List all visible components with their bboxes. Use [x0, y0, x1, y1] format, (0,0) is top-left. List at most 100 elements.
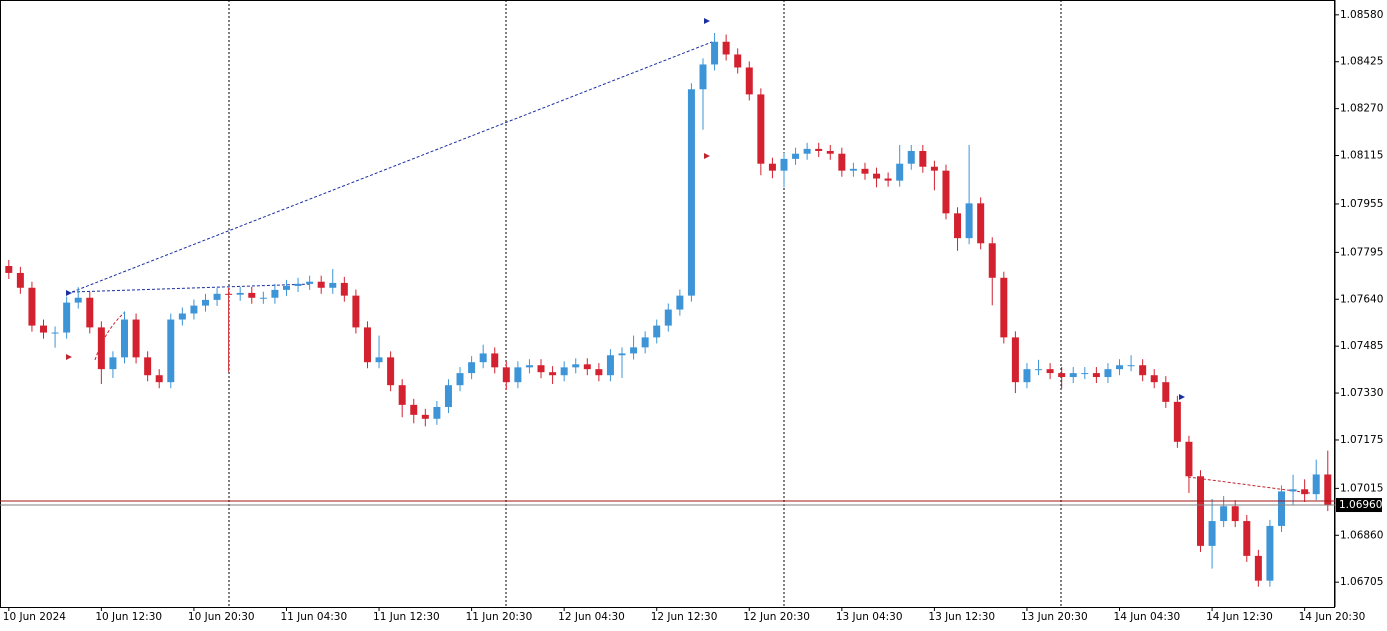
candle-body: [1231, 506, 1239, 522]
candle-body: [306, 281, 314, 284]
candle-body: [1301, 489, 1309, 495]
candle-body: [1278, 491, 1285, 526]
candle-body: [74, 297, 82, 303]
candle-body: [225, 293, 233, 295]
candle-body: [977, 203, 985, 244]
candle-body: [479, 353, 487, 363]
candle-body: [537, 365, 545, 373]
candle-body: [1162, 382, 1170, 402]
candle-body: [259, 297, 267, 299]
candle-body: [201, 299, 209, 306]
x-tick-label: 11 Jun 04:30: [280, 611, 347, 623]
candle-body: [5, 265, 13, 273]
candle-body: [1254, 555, 1262, 581]
trend-line: [71, 41, 713, 293]
arrow: [66, 290, 72, 296]
candle-body: [468, 362, 476, 374]
arrow: [66, 354, 72, 360]
candle-body: [433, 406, 441, 419]
x-tick-label: 13 Jun 04:30: [836, 611, 903, 623]
candle-body: [1208, 521, 1216, 546]
candle-body: [387, 357, 395, 386]
candle-body: [1312, 474, 1320, 495]
day-separators: [228, 0, 1062, 607]
candle-body: [1092, 373, 1100, 378]
candle-body: [1243, 521, 1251, 556]
candle-body: [988, 243, 996, 278]
candle-body: [410, 404, 418, 415]
candle-body: [606, 355, 614, 376]
y-tick-label: 1.07175: [1340, 434, 1383, 446]
candle-body: [294, 283, 302, 286]
candle-body: [155, 375, 163, 383]
candle-body: [1058, 373, 1066, 378]
candle-body: [456, 373, 464, 386]
candle-body: [1046, 369, 1054, 374]
candle-body: [1104, 369, 1112, 378]
x-tick-label: 11 Jun 12:30: [373, 611, 440, 623]
candle-body: [757, 94, 765, 164]
candle-body: [421, 414, 429, 419]
candle-body: [86, 297, 94, 328]
candle-body: [502, 367, 510, 383]
signal-arrows: [66, 18, 1185, 400]
candle-body: [1035, 369, 1043, 371]
candle-body: [1324, 474, 1332, 506]
candle-body: [167, 319, 175, 383]
candle-body: [1116, 365, 1124, 370]
candle-body: [1081, 373, 1089, 375]
y-tick-label: 1.08425: [1340, 56, 1383, 68]
candle-body: [572, 364, 580, 368]
candle-body: [51, 332, 59, 334]
candle-body: [826, 150, 834, 154]
x-tick-label: 14 Jun 04:30: [1114, 611, 1181, 623]
candle-body: [491, 353, 499, 368]
candle-body: [363, 327, 371, 363]
x-tick-label: 10 Jun 12:30: [95, 611, 162, 623]
candle-body: [873, 173, 881, 179]
candle-body: [896, 163, 904, 181]
candle-body: [630, 347, 638, 354]
candle-body: [641, 337, 649, 348]
candle-body: [919, 150, 927, 167]
candle-body: [1220, 506, 1228, 522]
candle-body: [236, 292, 244, 295]
candle-body: [525, 365, 533, 368]
candle-body: [930, 166, 938, 171]
candle-body: [1150, 375, 1158, 383]
candle-body: [595, 369, 603, 376]
candle-body: [838, 153, 846, 171]
candle-body: [803, 148, 811, 154]
price-label: 1.06960: [1339, 499, 1382, 511]
candle-body: [699, 64, 707, 90]
y-tick-label: 1.08270: [1340, 103, 1383, 115]
candle-body: [583, 364, 591, 370]
candle-body: [97, 327, 105, 370]
candle-body: [780, 158, 788, 171]
candle-body: [1173, 401, 1181, 442]
candle-body: [1139, 365, 1147, 376]
x-tick-label: 10 Jun 20:30: [188, 611, 255, 623]
candle-body: [560, 367, 568, 376]
candles: [5, 32, 1332, 587]
x-tick-label: 14 Jun 12:30: [1206, 611, 1273, 623]
x-tick-label: 10 Jun 2024: [3, 611, 66, 623]
candle-body: [178, 313, 186, 320]
x-tick-label: 12 Jun 04:30: [558, 611, 625, 623]
candle-body: [190, 305, 198, 314]
candle-body: [687, 89, 695, 296]
candle-body: [1185, 441, 1193, 477]
candle-body: [815, 148, 823, 151]
candle-body: [942, 170, 950, 214]
candle-body: [549, 372, 557, 376]
trend-line: [94, 311, 126, 361]
candle-body: [884, 178, 892, 181]
candle-body: [109, 357, 117, 370]
candle-body: [329, 282, 337, 288]
candle-body: [1127, 365, 1135, 367]
arrow: [704, 153, 710, 159]
candle-body: [745, 67, 753, 95]
candle-body: [63, 302, 71, 333]
